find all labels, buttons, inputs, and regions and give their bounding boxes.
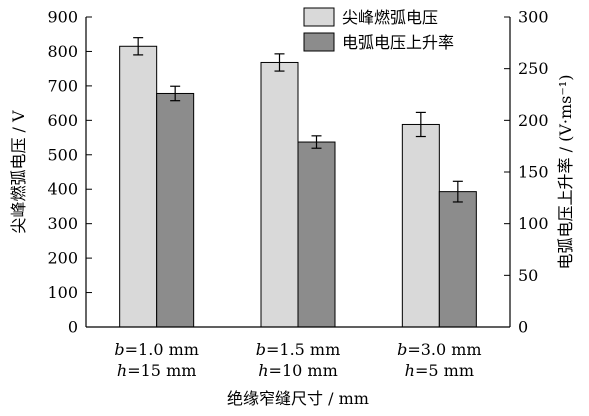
left-tick-label-800: 800 bbox=[47, 42, 78, 61]
category-value-3-b: =3.0 mm bbox=[407, 340, 481, 359]
category-label-3-line1: b=3.0 mm bbox=[397, 340, 482, 359]
category-value-1-b: =1.0 mm bbox=[125, 340, 199, 359]
right-tick-label-150: 150 bbox=[518, 163, 549, 182]
right-tick-label-50: 50 bbox=[518, 266, 538, 285]
x-axis-title: 绝缘窄缝尺寸 / mm bbox=[227, 389, 369, 408]
left-tick-label-700: 700 bbox=[47, 76, 78, 95]
right-y-axis-title: 电弧电压上升率 / (V·ms⁻¹) bbox=[556, 75, 575, 270]
category-value-2-h: =10 mm bbox=[269, 361, 338, 380]
category-var-1-b: b bbox=[114, 340, 124, 359]
category-value-3-h: =5 mm bbox=[415, 361, 474, 380]
category-value-1-h: =15 mm bbox=[127, 361, 196, 380]
legend-label-2: 电弧电压上升率 bbox=[342, 33, 454, 52]
bar-voltage-rise-rate-1 bbox=[156, 92, 195, 328]
category-label-2-line2: h=10 mm bbox=[258, 361, 338, 380]
category-var-3-h: h bbox=[405, 361, 415, 380]
legend-label-1: 尖峰燃弧电压 bbox=[342, 8, 438, 27]
right-tick-label-300: 300 bbox=[518, 8, 549, 27]
bar-spike-voltage-1 bbox=[119, 45, 158, 328]
right-tick-label-0: 0 bbox=[518, 318, 528, 337]
x-axis-categories: b=1.0 mmh=15 mmb=1.5 mmh=10 mmb=3.0 mmh=… bbox=[114, 340, 481, 380]
left-tick-label-500: 500 bbox=[47, 145, 78, 164]
category-label-1-line2: h=15 mm bbox=[117, 361, 197, 380]
category-value-2-b: =1.5 mm bbox=[266, 340, 340, 359]
left-tick-label-900: 900 bbox=[47, 8, 78, 27]
legend-swatch-2 bbox=[303, 32, 335, 52]
right-tick-label-200: 200 bbox=[518, 111, 549, 130]
right-tick-label-100: 100 bbox=[518, 214, 549, 233]
category-var-2-h: h bbox=[258, 361, 268, 380]
category-var-3-b: b bbox=[397, 340, 407, 359]
category-var-2-b: b bbox=[256, 340, 266, 359]
left-tick-label-200: 200 bbox=[47, 249, 78, 268]
bar-voltage-rise-rate-3 bbox=[438, 191, 477, 328]
left-tick-label-0: 0 bbox=[68, 318, 78, 337]
left-tick-label-100: 100 bbox=[47, 283, 78, 302]
left-y-axis-title: 尖峰燃弧电压 / V bbox=[9, 110, 28, 234]
bar-voltage-rise-rate-2 bbox=[297, 141, 336, 328]
plot-area bbox=[86, 37, 510, 328]
right-y-axis: 0 50 100 150 200 250 300 bbox=[504, 8, 549, 337]
category-var-1-h: h bbox=[117, 361, 127, 380]
category-label-1-line1: b=1.0 mm bbox=[114, 340, 199, 359]
left-y-axis: 0 100 200 300 400 500 600 700 800 900 bbox=[47, 8, 92, 337]
bar-spike-voltage-3 bbox=[401, 123, 440, 328]
bar-spike-voltage-2 bbox=[260, 61, 299, 328]
category-label-2-line1: b=1.5 mm bbox=[256, 340, 341, 359]
legend-swatch-1 bbox=[303, 7, 335, 27]
left-tick-label-300: 300 bbox=[47, 214, 78, 233]
left-tick-label-400: 400 bbox=[47, 180, 78, 199]
right-tick-label-250: 250 bbox=[518, 59, 549, 78]
category-label-3-line2: h=5 mm bbox=[405, 361, 474, 380]
left-tick-label-600: 600 bbox=[47, 111, 78, 130]
